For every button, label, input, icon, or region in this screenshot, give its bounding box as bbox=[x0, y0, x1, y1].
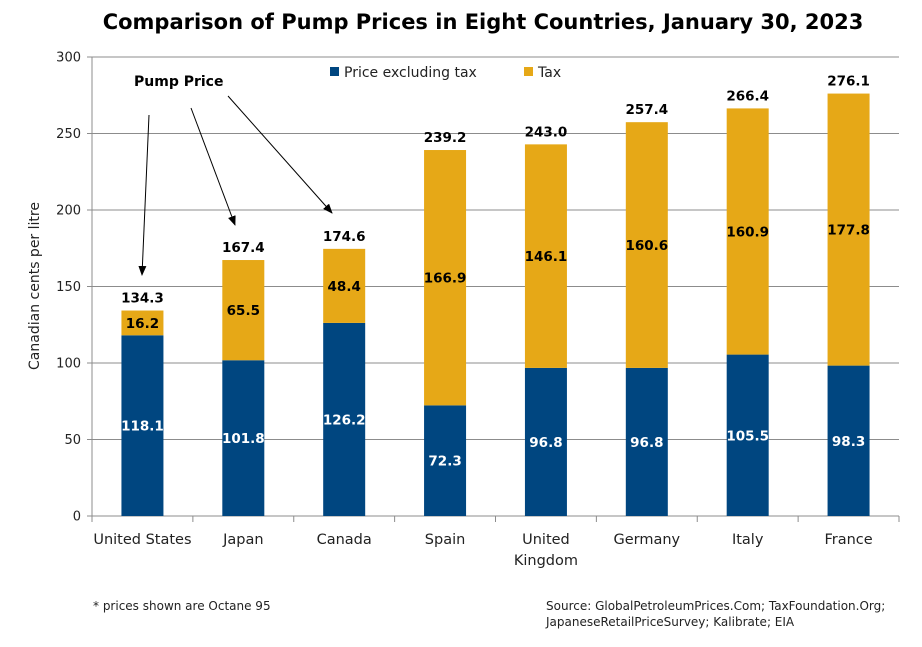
bar-price-excluding-tax bbox=[524, 367, 567, 516]
annotation-arrow-canada bbox=[227, 95, 333, 214]
data-label-price-excluding-tax: 96.8 bbox=[529, 435, 562, 451]
data-label-tax: 16.2 bbox=[126, 316, 159, 332]
legend-label-price-excluding-tax: Price excluding tax bbox=[344, 65, 477, 81]
legend-swatch-price-excluding-tax bbox=[330, 67, 339, 76]
data-label-total: 257.4 bbox=[625, 102, 668, 118]
bar-price-excluding-tax bbox=[726, 354, 769, 516]
data-label-price-excluding-tax: 118.1 bbox=[121, 419, 164, 435]
data-label-tax: 160.6 bbox=[625, 238, 668, 254]
y-tick-label: 300 bbox=[56, 51, 81, 66]
legend-label-tax: Tax bbox=[537, 65, 561, 81]
bar-price-excluding-tax bbox=[424, 405, 467, 516]
gridlines bbox=[92, 56, 899, 440]
y-tick-label: 100 bbox=[56, 357, 81, 372]
bar-tax bbox=[524, 144, 567, 368]
bar-price-excluding-tax bbox=[121, 335, 164, 516]
y-tick-label: 200 bbox=[56, 204, 81, 219]
x-tick-label: United bbox=[522, 532, 570, 548]
bar-price-excluding-tax bbox=[827, 365, 870, 516]
bar-tax bbox=[625, 122, 668, 368]
legend: Price excluding tax Tax bbox=[330, 65, 561, 81]
data-label-total: 134.3 bbox=[121, 291, 164, 307]
x-tick-label: France bbox=[824, 532, 872, 548]
data-label-tax: 146.1 bbox=[525, 249, 568, 265]
chart-title: Comparison of Pump Prices in Eight Count… bbox=[103, 10, 864, 34]
x-tick-label: Germany bbox=[613, 532, 680, 548]
data-label-price-excluding-tax: 72.3 bbox=[428, 454, 461, 470]
data-label-tax: 48.4 bbox=[328, 279, 361, 295]
data-label-tax: 65.5 bbox=[227, 303, 260, 319]
data-label-total: 239.2 bbox=[424, 130, 467, 146]
bars bbox=[121, 93, 870, 516]
y-tick-label: 50 bbox=[64, 433, 81, 448]
x-tick-label: Spain bbox=[425, 532, 466, 548]
source-line-2: JapaneseRetailPriceSurvey; Kalibrate; EI… bbox=[545, 615, 795, 629]
annotation-arrow-japan bbox=[190, 107, 236, 226]
footnote: * prices shown are Octane 95 bbox=[93, 599, 271, 613]
bar-price-excluding-tax bbox=[323, 322, 366, 516]
data-label-price-excluding-tax: 105.5 bbox=[726, 428, 769, 444]
data-label-tax: 177.8 bbox=[827, 223, 870, 239]
data-label-tax: 166.9 bbox=[424, 271, 467, 287]
x-tick-label: Kingdom bbox=[514, 553, 578, 569]
data-label-tax: 160.9 bbox=[726, 224, 769, 240]
data-label-total: 174.6 bbox=[323, 229, 366, 245]
x-tick-label: United States bbox=[93, 532, 191, 548]
bar-tax bbox=[827, 93, 870, 366]
pump-price-annotation: Pump Price bbox=[134, 74, 333, 276]
data-label-total: 266.4 bbox=[726, 88, 769, 104]
bar-tax bbox=[726, 108, 769, 355]
bar-tax bbox=[323, 248, 366, 323]
annotation-arrow-us bbox=[138, 114, 150, 276]
data-label-total: 167.4 bbox=[222, 240, 265, 256]
legend-swatch-tax bbox=[524, 67, 533, 76]
annotation-text: Pump Price bbox=[134, 74, 223, 90]
bar-tax bbox=[121, 310, 164, 336]
x-tick-label: Italy bbox=[732, 532, 764, 548]
y-tick-label: 150 bbox=[56, 280, 81, 295]
x-tick-label: Japan bbox=[222, 532, 263, 548]
bar-tax bbox=[222, 260, 265, 361]
axes: 0 50 100 150 200 250 300 United States Japan Cana… bbox=[56, 51, 900, 569]
bar-tax bbox=[424, 150, 467, 406]
data-label-price-excluding-tax: 101.8 bbox=[222, 431, 265, 447]
y-tick-label: 0 bbox=[73, 510, 81, 525]
data-labels: 118.1 16.2 134.3 101.8 65.5 167.4 126.2 48.4 174… bbox=[121, 74, 870, 470]
source-line-1: Source: GlobalPetroleumPrices.Com; TaxFo… bbox=[546, 599, 885, 613]
data-label-price-excluding-tax: 126.2 bbox=[323, 412, 366, 428]
data-label-total: 276.1 bbox=[827, 74, 870, 90]
data-label-total: 243.0 bbox=[525, 124, 568, 140]
y-axis-label: Canadian cents per litre bbox=[27, 202, 43, 370]
bar-price-excluding-tax bbox=[625, 367, 668, 516]
data-label-price-excluding-tax: 96.8 bbox=[630, 435, 663, 451]
data-label-price-excluding-tax: 98.3 bbox=[832, 434, 865, 450]
x-tick-label: Canada bbox=[317, 532, 372, 548]
y-tick-label: 250 bbox=[56, 127, 81, 142]
bar-price-excluding-tax bbox=[222, 360, 265, 516]
